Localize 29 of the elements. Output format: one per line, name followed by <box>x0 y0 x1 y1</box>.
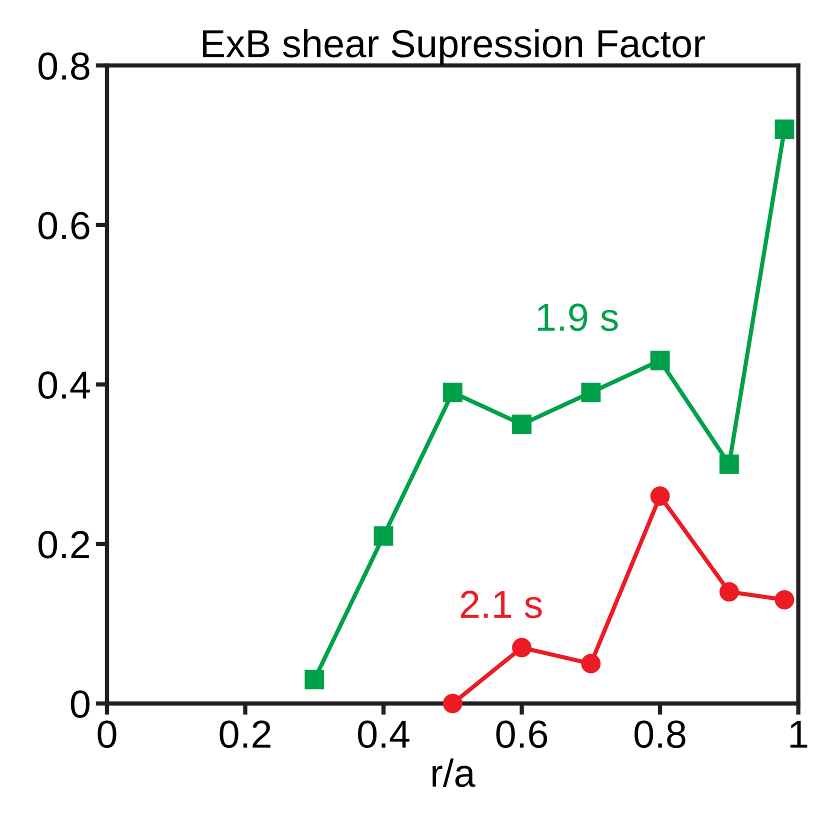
x-tick-label: 0.6 <box>496 720 548 748</box>
point <box>442 694 462 714</box>
point <box>512 414 532 434</box>
y-tick-label: 0.8 <box>38 52 90 80</box>
point <box>304 670 324 690</box>
y-tick-label: 0 <box>70 690 90 718</box>
point <box>581 382 601 402</box>
x-tick-label: 1 <box>790 720 808 748</box>
x-tick-label: 0 <box>98 720 116 748</box>
point <box>774 590 794 610</box>
chart-title: ExB shear Supression Factor <box>202 28 705 66</box>
point <box>719 454 739 474</box>
point <box>719 582 739 602</box>
series-label: 1.9 s <box>538 304 618 332</box>
point <box>774 120 794 139</box>
point <box>581 654 601 674</box>
x-tick-label: 0.2 <box>220 720 270 748</box>
point <box>650 486 670 506</box>
y-tick-label: 0.6 <box>38 212 90 240</box>
x-axis-title: r/a <box>432 758 476 788</box>
point <box>442 382 462 402</box>
series-label: 2.1 s <box>460 590 542 618</box>
point <box>650 350 670 370</box>
x-tick-label: 0.8 <box>634 720 686 748</box>
y-tick-label: 0.2 <box>38 530 90 558</box>
point <box>512 638 532 658</box>
x-tick-label: 0.4 <box>358 720 410 748</box>
point <box>374 526 394 546</box>
y-tick-label: 0.4 <box>38 371 90 399</box>
